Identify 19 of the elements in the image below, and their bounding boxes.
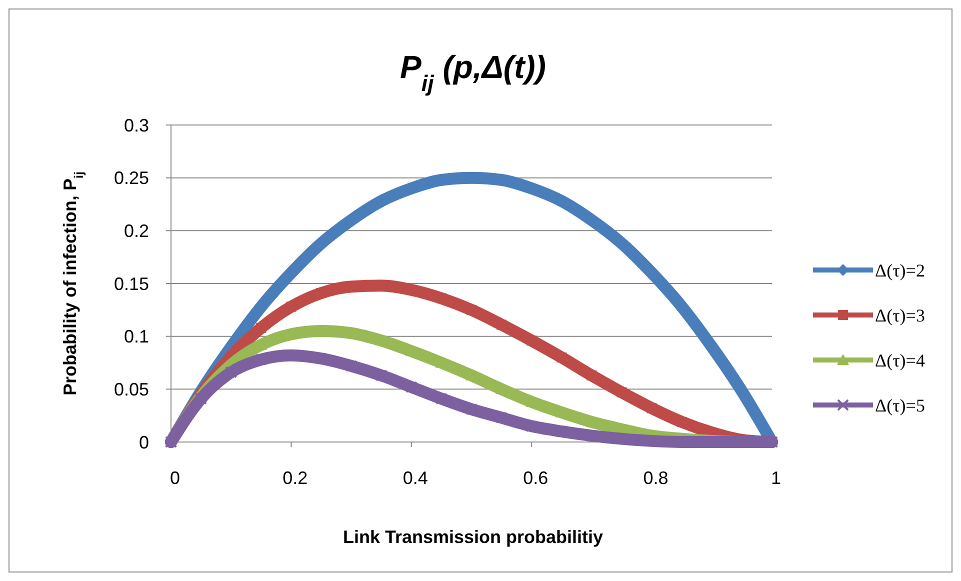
legend-label: Δ(τ)=3: [875, 305, 925, 326]
x-tick-label: 0.2: [282, 468, 308, 488]
y-tick-label: 0.3: [124, 115, 149, 136]
chart-title: P$_{ij}$ (p,Δ(t)): [400, 49, 546, 96]
y-tick-label: 0.2: [124, 220, 149, 241]
y-tick-label: 0.25: [114, 168, 149, 188]
x-tick-label: 0.8: [643, 468, 668, 488]
x-tick-label: 0: [170, 468, 180, 488]
legend-label: Δ(τ)=4: [875, 350, 925, 370]
x-axis-title: Link Transmission probabilitiy: [342, 527, 604, 547]
y-tick-label: 0.15: [114, 274, 149, 294]
legend-label: Δ(τ)=2: [875, 260, 925, 280]
y-tick-label: 0.1: [124, 326, 149, 347]
y-tick-label: 0: [138, 432, 149, 452]
x-tick-label: 1: [770, 468, 782, 488]
y-tick-label: 0.05: [114, 379, 149, 400]
x-tick-label: 0.6: [523, 468, 548, 488]
legend-label: Δ(τ)=5: [875, 395, 925, 416]
x-tick-label: 0.4: [402, 468, 428, 488]
